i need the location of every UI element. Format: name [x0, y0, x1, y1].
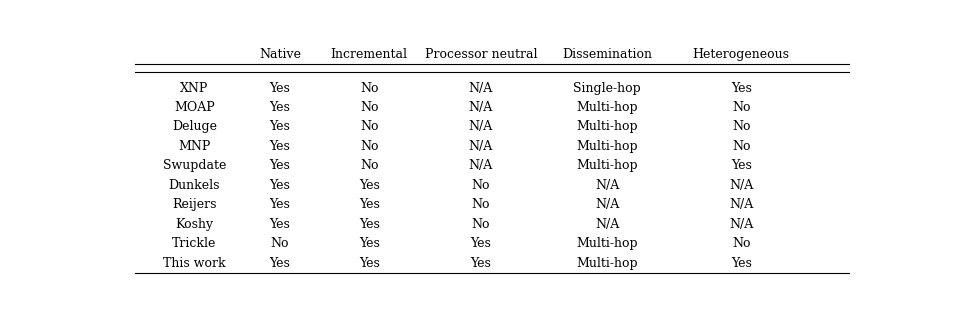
Text: XNP: XNP	[180, 81, 208, 95]
Text: N/A: N/A	[468, 101, 493, 114]
Text: N/A: N/A	[729, 179, 754, 192]
Text: Yes: Yes	[270, 159, 290, 172]
Text: Multi-hop: Multi-hop	[577, 101, 638, 114]
Text: Heterogeneous: Heterogeneous	[693, 48, 790, 61]
Text: Yes: Yes	[359, 179, 379, 192]
Text: This work: This work	[163, 257, 226, 270]
Text: Yes: Yes	[731, 159, 752, 172]
Text: N/A: N/A	[729, 218, 754, 231]
Text: Koshy: Koshy	[176, 218, 213, 231]
Text: Yes: Yes	[359, 218, 379, 231]
Text: Yes: Yes	[270, 120, 290, 134]
Text: Dunkels: Dunkels	[169, 179, 220, 192]
Text: N/A: N/A	[595, 218, 619, 231]
Text: N/A: N/A	[595, 198, 619, 211]
Text: Dissemination: Dissemination	[563, 48, 652, 61]
Text: Multi-hop: Multi-hop	[577, 120, 638, 134]
Text: Yes: Yes	[359, 257, 379, 270]
Text: N/A: N/A	[468, 81, 493, 95]
Text: Yes: Yes	[270, 101, 290, 114]
Text: Yes: Yes	[270, 198, 290, 211]
Text: No: No	[732, 101, 751, 114]
Text: N/A: N/A	[468, 120, 493, 134]
Text: No: No	[360, 101, 378, 114]
Text: Yes: Yes	[359, 198, 379, 211]
Text: Incremental: Incremental	[331, 48, 408, 61]
Text: No: No	[732, 237, 751, 250]
Text: Processor neutral: Processor neutral	[424, 48, 537, 61]
Text: Reijers: Reijers	[172, 198, 217, 211]
Text: No: No	[360, 120, 378, 134]
Text: Yes: Yes	[731, 257, 752, 270]
Text: No: No	[471, 198, 491, 211]
Text: No: No	[360, 159, 378, 172]
Text: N/A: N/A	[468, 159, 493, 172]
Text: No: No	[271, 237, 289, 250]
Text: Yes: Yes	[270, 218, 290, 231]
Text: No: No	[471, 218, 491, 231]
Text: N/A: N/A	[468, 140, 493, 153]
Text: Yes: Yes	[731, 81, 752, 95]
Text: No: No	[732, 120, 751, 134]
Text: Yes: Yes	[270, 179, 290, 192]
Text: Multi-hop: Multi-hop	[577, 237, 638, 250]
Text: Swupdate: Swupdate	[162, 159, 227, 172]
Text: Yes: Yes	[270, 257, 290, 270]
Text: MOAP: MOAP	[174, 101, 215, 114]
Text: Multi-hop: Multi-hop	[577, 257, 638, 270]
Text: No: No	[471, 179, 491, 192]
Text: Yes: Yes	[270, 81, 290, 95]
Text: No: No	[360, 140, 378, 153]
Text: Yes: Yes	[270, 140, 290, 153]
Text: Single-hop: Single-hop	[573, 81, 641, 95]
Text: Native: Native	[259, 48, 301, 61]
Text: No: No	[732, 140, 751, 153]
Text: Yes: Yes	[470, 257, 492, 270]
Text: Yes: Yes	[359, 237, 379, 250]
Text: Yes: Yes	[470, 237, 492, 250]
Text: MNP: MNP	[179, 140, 210, 153]
Text: Multi-hop: Multi-hop	[577, 140, 638, 153]
Text: Multi-hop: Multi-hop	[577, 159, 638, 172]
Text: N/A: N/A	[729, 198, 754, 211]
Text: Trickle: Trickle	[172, 237, 217, 250]
Text: No: No	[360, 81, 378, 95]
Text: Deluge: Deluge	[172, 120, 217, 134]
Text: N/A: N/A	[595, 179, 619, 192]
